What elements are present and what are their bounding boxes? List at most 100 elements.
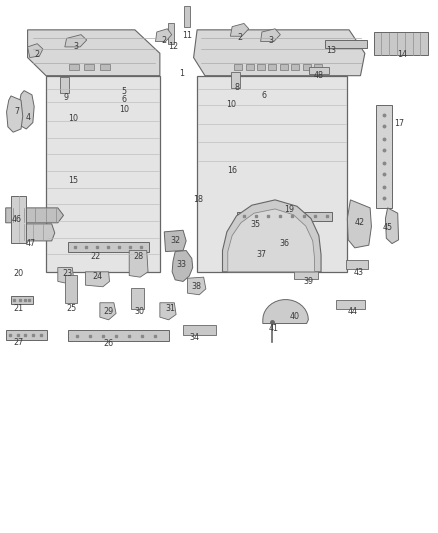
Text: 30: 30 — [134, 307, 144, 316]
Polygon shape — [160, 303, 176, 320]
Bar — [280, 64, 288, 70]
Polygon shape — [155, 29, 172, 42]
Text: 19: 19 — [284, 205, 294, 214]
Bar — [6, 330, 47, 340]
Bar — [257, 64, 265, 70]
Bar — [184, 6, 190, 27]
Polygon shape — [7, 96, 23, 132]
Bar — [65, 275, 77, 303]
Text: 26: 26 — [103, 340, 114, 348]
Text: 10: 10 — [226, 100, 236, 109]
Text: 2: 2 — [35, 51, 40, 59]
Bar — [168, 23, 174, 44]
Polygon shape — [17, 224, 55, 241]
Polygon shape — [28, 44, 43, 58]
Text: 12: 12 — [168, 43, 178, 51]
Polygon shape — [197, 76, 347, 272]
Text: 3: 3 — [73, 43, 78, 51]
Text: 2: 2 — [237, 33, 243, 42]
Text: 18: 18 — [193, 195, 203, 204]
Bar — [68, 242, 149, 252]
Text: 16: 16 — [227, 166, 237, 175]
Text: 4: 4 — [26, 113, 31, 122]
Text: 41: 41 — [269, 325, 279, 333]
Bar — [60, 77, 69, 93]
Text: 46: 46 — [12, 215, 21, 223]
Text: 36: 36 — [280, 239, 290, 248]
Bar — [268, 64, 276, 70]
Polygon shape — [230, 23, 249, 36]
Polygon shape — [46, 76, 160, 272]
Text: 15: 15 — [68, 176, 79, 185]
Polygon shape — [261, 29, 280, 42]
Text: 23: 23 — [62, 269, 72, 278]
Bar — [84, 64, 94, 70]
Polygon shape — [65, 35, 87, 47]
Text: 38: 38 — [191, 282, 201, 290]
Bar — [237, 212, 332, 221]
Polygon shape — [263, 300, 308, 324]
Bar — [303, 64, 311, 70]
Text: 11: 11 — [183, 31, 192, 39]
Text: 48: 48 — [314, 71, 324, 80]
Text: 33: 33 — [177, 261, 187, 269]
Text: 44: 44 — [348, 307, 357, 316]
Bar — [325, 40, 367, 48]
Text: 10: 10 — [69, 114, 78, 123]
Bar — [231, 72, 240, 88]
Polygon shape — [223, 200, 321, 272]
Bar — [234, 64, 242, 70]
Text: 27: 27 — [13, 338, 24, 346]
Polygon shape — [347, 200, 371, 248]
Bar — [309, 67, 328, 74]
Bar — [291, 64, 299, 70]
Text: 25: 25 — [66, 304, 77, 313]
Text: 37: 37 — [256, 250, 267, 259]
Bar — [131, 288, 144, 309]
Polygon shape — [376, 105, 392, 208]
Text: 6: 6 — [121, 95, 127, 103]
Text: 21: 21 — [13, 304, 24, 313]
Polygon shape — [164, 230, 186, 252]
Polygon shape — [129, 251, 148, 277]
Polygon shape — [228, 209, 314, 272]
Text: 24: 24 — [92, 272, 102, 280]
Polygon shape — [85, 272, 110, 287]
Polygon shape — [18, 91, 34, 129]
Polygon shape — [172, 251, 193, 281]
Bar — [100, 64, 110, 70]
Bar — [69, 64, 79, 70]
Bar — [11, 196, 26, 243]
Text: 2: 2 — [162, 36, 167, 45]
Text: 14: 14 — [397, 50, 407, 59]
Polygon shape — [248, 244, 269, 262]
Bar — [278, 208, 293, 237]
Text: 5: 5 — [121, 87, 127, 95]
Polygon shape — [374, 32, 428, 55]
Bar — [246, 64, 254, 70]
Text: 35: 35 — [250, 221, 261, 229]
Bar — [346, 260, 368, 269]
Text: 20: 20 — [13, 269, 24, 278]
Text: 39: 39 — [304, 277, 314, 286]
Text: 22: 22 — [90, 252, 101, 261]
Text: 34: 34 — [189, 333, 199, 342]
Text: 31: 31 — [165, 304, 175, 313]
Text: 42: 42 — [355, 219, 365, 227]
Text: 9: 9 — [63, 93, 68, 101]
Text: 13: 13 — [327, 46, 336, 55]
Text: 28: 28 — [133, 252, 143, 261]
Text: 29: 29 — [103, 307, 114, 316]
Text: 3: 3 — [268, 36, 273, 45]
Text: 47: 47 — [25, 239, 36, 248]
Text: 43: 43 — [353, 269, 363, 277]
Bar — [68, 330, 169, 341]
Bar — [183, 325, 216, 335]
Text: 6: 6 — [261, 92, 267, 100]
Polygon shape — [385, 208, 399, 244]
Text: 1: 1 — [179, 69, 184, 78]
Text: 8: 8 — [234, 84, 239, 92]
Bar — [11, 296, 33, 304]
Text: 40: 40 — [290, 312, 300, 321]
Polygon shape — [6, 208, 64, 223]
